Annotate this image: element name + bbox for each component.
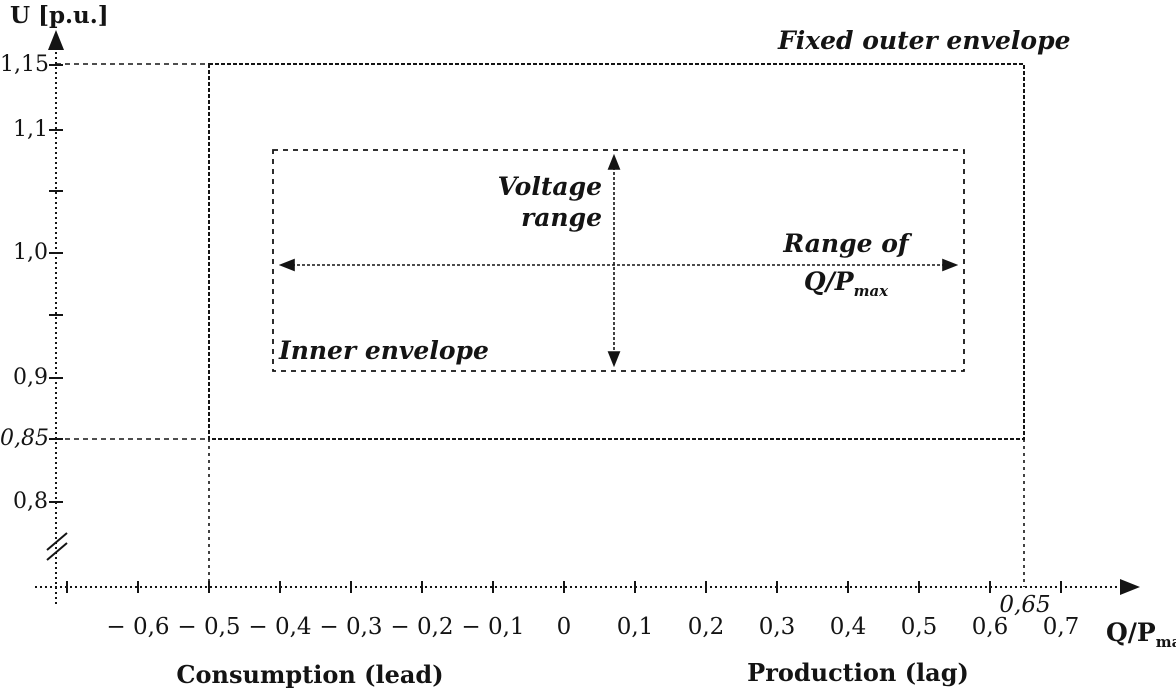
y-tick-label: 1,0 [13,240,48,265]
x-tick-label: − 0,5 [177,614,241,640]
y-axis-title: U [p.u.] [10,2,109,29]
x-tick-label: − 0,1 [461,614,525,640]
x-axis-title-main: Q/P [1106,618,1156,647]
x-tick-label: − 0,3 [319,614,383,640]
voltage-range-line1: Voltage [497,172,602,201]
x-tick-label: − 0,4 [248,614,312,640]
x-tick-label: 0,2 [687,614,725,640]
x-tick-label: 0,5 [900,614,938,640]
qp-range-label-sub: max [853,282,889,300]
voltage-range-label: Voltage range [452,171,602,233]
x-tick-label: 0,4 [829,614,867,640]
x-tick-label: 0,3 [758,614,796,640]
y-tick-label: 1,15 [0,52,49,77]
x-tick-label: 0,6 [971,614,1009,640]
voltage-range-line2: range [521,203,602,232]
y-axis-ticks [49,64,63,503]
y-tick-label: 0,85 [0,426,49,451]
qp-range-label-main: Q/P [803,267,854,296]
x-extra-tick-label: 0,65 [999,592,1051,618]
region-label-consumption: Consumption (lead) [176,660,444,688]
inner-envelope-label: Inner envelope [279,336,489,365]
y-axis-break [46,532,68,561]
qp-range-label-bottom: Q/Pmax [761,267,931,299]
qp-range-label-top: Range of [783,229,909,258]
x-axis-title-sub: max [1155,633,1176,651]
x-tick-label: 0,7 [1042,614,1080,640]
outer-envelope-rect [208,63,1025,440]
x-tick-label: 0,1 [616,614,654,640]
outer-envelope-label: Fixed outer envelope [778,26,1071,55]
x-tick-label: 0 [556,614,572,640]
y-tick-label: 1,1 [13,117,48,142]
y-tick-label: 0,8 [13,489,48,514]
x-tick-label: − 0,6 [106,614,170,640]
inner-envelope-rect [272,149,965,372]
x-axis-title: Q/Pmax [1106,618,1176,650]
region-label-production: Production (lag) [747,658,969,687]
x-tick-label: − 0,2 [390,614,454,640]
y-tick-label: 0,9 [13,365,48,390]
